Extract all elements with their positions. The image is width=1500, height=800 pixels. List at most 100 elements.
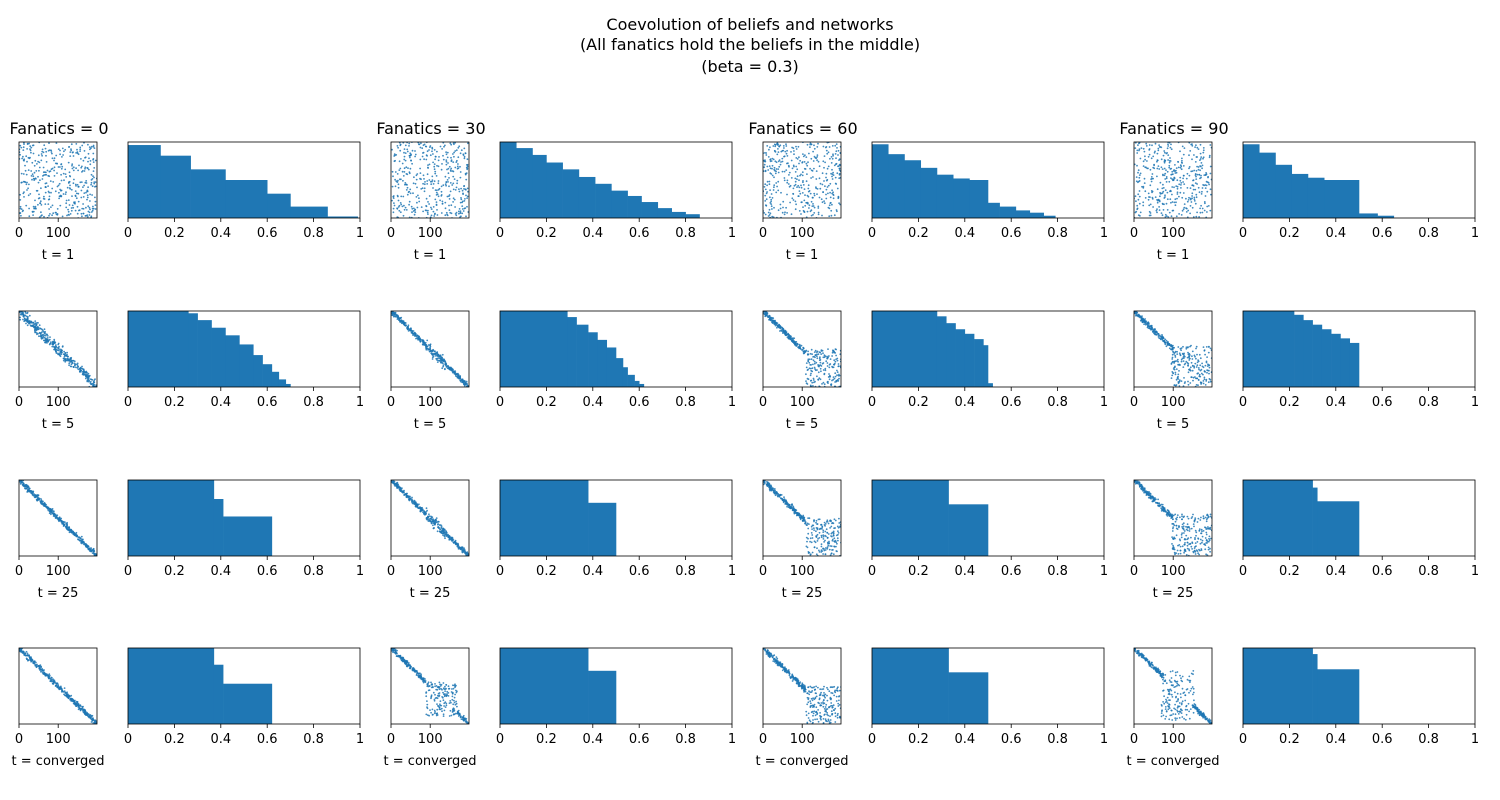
x-tick-label: 0	[387, 395, 395, 410]
scatter-point	[810, 369, 813, 372]
scatter-point	[92, 158, 94, 161]
scatter-point	[411, 331, 414, 333]
scatter-point	[418, 335, 420, 338]
scatter-point	[813, 206, 816, 209]
scatter-point	[29, 659, 32, 662]
hist-bar	[988, 202, 1000, 218]
scatter-point	[90, 181, 93, 184]
scatter-point	[785, 206, 787, 209]
scatter-point	[810, 200, 813, 203]
scatter-point	[88, 146, 91, 149]
scatter-point	[53, 157, 56, 160]
x-tick-label: 0.4	[210, 732, 231, 747]
scatter-point	[804, 204, 807, 207]
scatter-point	[795, 341, 798, 343]
histogram-panel: 0 0.2 0.4 0.6 0.8 1	[496, 310, 736, 410]
scatter-point	[427, 349, 429, 351]
scatter-point	[460, 149, 463, 152]
scatter-point	[27, 315, 29, 318]
scatter-point	[441, 710, 443, 713]
scatter-point	[774, 160, 777, 163]
scatter-point	[439, 683, 441, 686]
scatter-point	[832, 153, 834, 156]
hist-bar	[546, 162, 563, 218]
scatter-point	[451, 370, 454, 373]
scatter-point	[417, 194, 419, 197]
hist-bar	[267, 193, 291, 218]
scatter-point	[830, 552, 833, 555]
scatter-point	[800, 344, 803, 347]
scatter-point	[834, 153, 837, 155]
scatter-points	[391, 311, 469, 387]
hist-bar	[213, 499, 224, 556]
scatter-point	[835, 163, 837, 166]
scatter-point	[810, 348, 813, 351]
histogram-frame	[499, 310, 733, 388]
scatter-point	[816, 350, 819, 353]
scatter-point	[820, 536, 823, 539]
scatter-point	[70, 209, 73, 212]
scatter-point	[24, 314, 26, 317]
scatter-point	[787, 337, 790, 340]
scatter-point	[63, 357, 66, 360]
scatter-point	[28, 321, 30, 323]
scatter-point	[831, 203, 833, 206]
scatter-point	[437, 526, 440, 528]
scatter-point	[453, 696, 456, 699]
scatter-point	[433, 163, 436, 166]
scatter-point	[835, 534, 838, 537]
x-tick-label: 0.2	[908, 564, 929, 579]
scatter-point	[392, 648, 394, 651]
histogram-panel: 0 0.2 0.4 0.6 0.8 1	[868, 141, 1108, 241]
scatter-point	[442, 154, 444, 157]
scatter-point	[40, 159, 43, 162]
scatter-point	[817, 371, 820, 374]
scatter-point	[466, 205, 468, 208]
scatter-point	[398, 209, 401, 212]
hist-bar	[128, 145, 161, 218]
scatter-point	[392, 175, 394, 178]
scatter-point	[48, 198, 51, 201]
scatter-point	[805, 366, 808, 369]
scatter-point	[427, 201, 429, 203]
scatter-point	[432, 206, 435, 208]
scatter-point	[83, 370, 86, 373]
scatter-point	[416, 334, 419, 337]
scatter-point	[63, 350, 65, 353]
scatter-point	[824, 161, 826, 164]
scatter-point	[39, 668, 42, 670]
scatter-point	[68, 187, 71, 189]
scatter-point	[802, 347, 805, 350]
scatter-point	[429, 520, 432, 522]
scatter-point	[423, 187, 426, 190]
scatter-point	[434, 685, 436, 688]
scatter-point	[438, 355, 440, 358]
scatter-point	[455, 214, 458, 217]
scatter-point	[805, 524, 808, 526]
scatter-point	[455, 211, 458, 214]
scatter-point	[433, 215, 436, 217]
scatter-point	[43, 503, 45, 506]
scatter-point	[816, 357, 819, 360]
scatter-point	[65, 202, 68, 205]
scatter-point	[812, 176, 814, 178]
scatter-point	[57, 184, 60, 187]
scatter-point	[771, 215, 774, 218]
scatter-point	[775, 323, 777, 325]
scatter-point	[790, 213, 793, 216]
scatter-point	[422, 343, 425, 346]
scatter-point	[398, 169, 401, 172]
scatter-point	[788, 503, 791, 506]
scatter-point	[87, 548, 90, 551]
scatter-point	[86, 216, 89, 218]
scatter-point	[422, 340, 425, 343]
scatter-point	[466, 721, 468, 724]
scatter-point	[26, 324, 29, 327]
scatter-point	[70, 358, 72, 360]
scatter-point	[23, 320, 26, 323]
scatter-point	[65, 206, 68, 209]
scatter-point	[832, 553, 835, 556]
x-tick-label: 0.4	[954, 226, 975, 241]
scatter-point	[428, 149, 430, 151]
scatter-point	[454, 683, 456, 686]
